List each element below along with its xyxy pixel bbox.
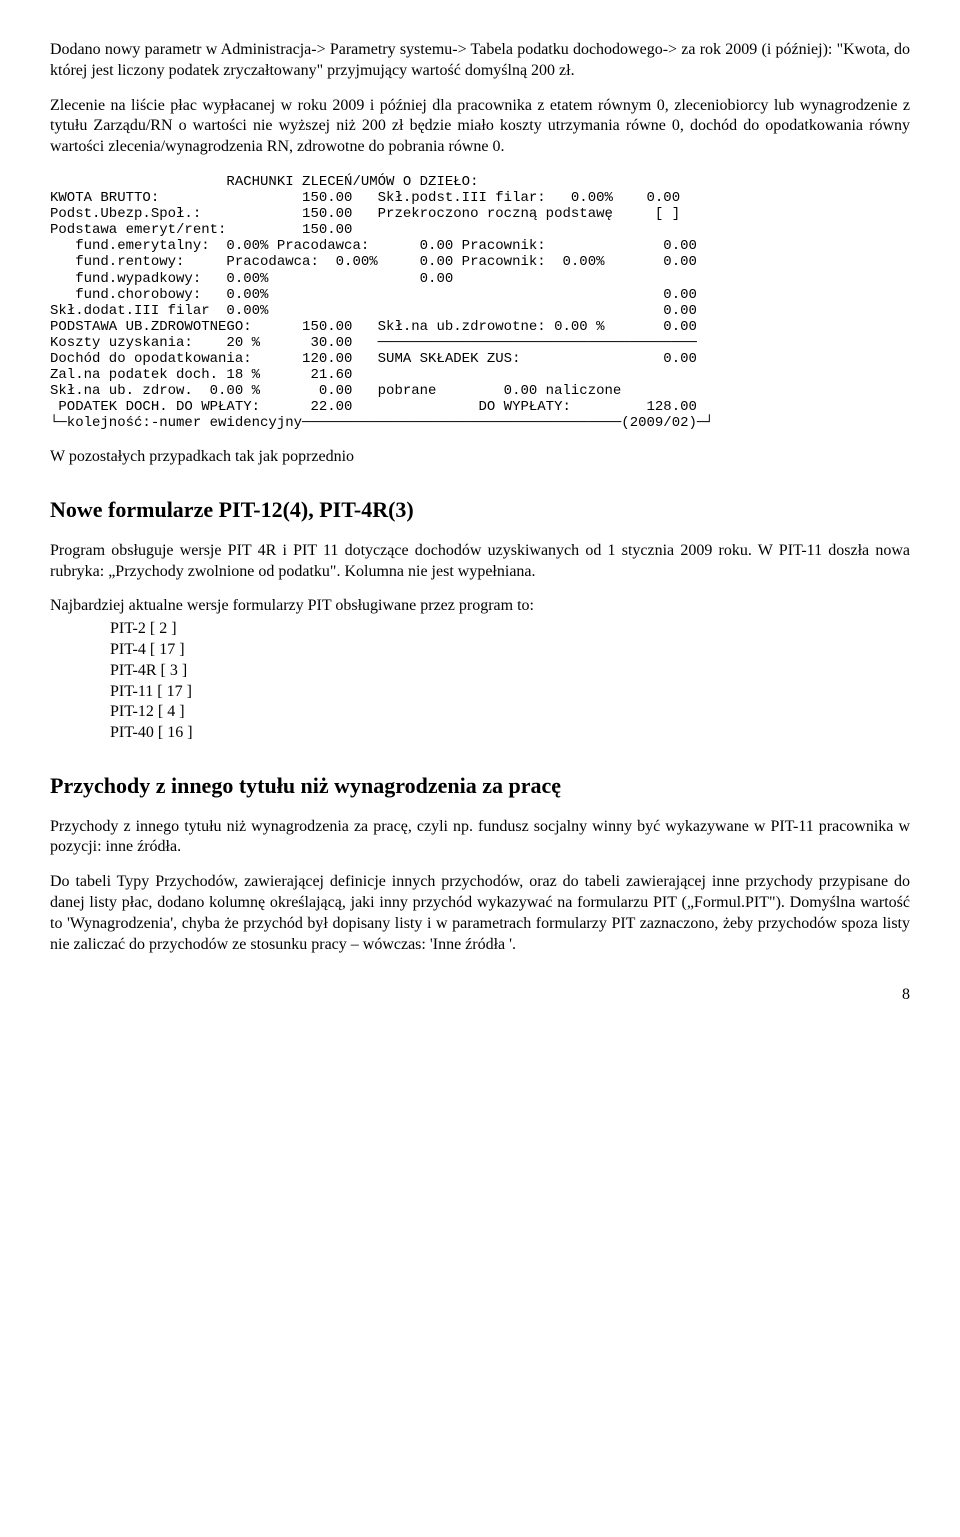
closing-note: W pozostałych przypadkach tak jak poprze… bbox=[50, 447, 910, 468]
pit-version-list: PIT-2 [ 2 ] PIT-4 [ 17 ] PIT-4R [ 3 ] PI… bbox=[50, 619, 910, 744]
other-income-paragraph-1: Przychody z innego tytułu niż wynagrodze… bbox=[50, 817, 910, 859]
other-income-paragraph-2: Do tabeli Typy Przychodów, zawierającej … bbox=[50, 872, 910, 955]
heading-other-income: Przychody z innego tytułu niż wynagrodze… bbox=[50, 772, 910, 801]
pit-list-item: PIT-40 [ 16 ] bbox=[50, 723, 910, 744]
pit-list-item: PIT-4R [ 3 ] bbox=[50, 661, 910, 682]
pit-list-item: PIT-11 [ 17 ] bbox=[50, 682, 910, 703]
pit-list-item: PIT-12 [ 4 ] bbox=[50, 702, 910, 723]
pit-paragraph-1: Program obsługuje wersje PIT 4R i PIT 11… bbox=[50, 541, 910, 583]
payroll-calculation-block: RACHUNKI ZLECEŃ/UMÓW O DZIEŁO: KWOTA BRU… bbox=[50, 174, 910, 432]
heading-pit-forms: Nowe formularze PIT-12(4), PIT-4R(3) bbox=[50, 496, 910, 525]
pit-list-item: PIT-2 [ 2 ] bbox=[50, 619, 910, 640]
intro-paragraph-2: Zlecenie na liście płac wypłacanej w rok… bbox=[50, 96, 910, 158]
pit-list-item: PIT-4 [ 17 ] bbox=[50, 640, 910, 661]
page-number: 8 bbox=[50, 985, 910, 1006]
intro-paragraph-1: Dodano nowy parametr w Administracja-> P… bbox=[50, 40, 910, 82]
pit-paragraph-2: Najbardziej aktualne wersje formularzy P… bbox=[50, 596, 910, 617]
